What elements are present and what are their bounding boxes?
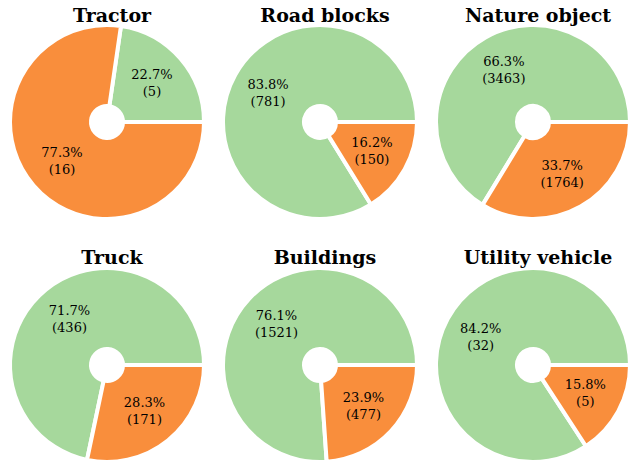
svg-text:(16): (16) — [49, 162, 76, 177]
svg-text:66.3%: 66.3% — [483, 54, 524, 69]
svg-text:15.8%: 15.8% — [565, 377, 606, 392]
svg-text:(1521): (1521) — [255, 325, 298, 340]
svg-text:Buildings: Buildings — [274, 246, 377, 268]
svg-text:23.9%: 23.9% — [343, 390, 384, 405]
svg-text:28.3%: 28.3% — [124, 395, 165, 410]
svg-text:(150): (150) — [354, 152, 389, 167]
svg-text:83.8%: 83.8% — [247, 77, 288, 92]
svg-text:(781): (781) — [251, 94, 286, 109]
svg-text:(1764): (1764) — [541, 175, 584, 190]
svg-text:Truck: Truck — [81, 246, 143, 268]
svg-text:71.7%: 71.7% — [49, 303, 90, 318]
svg-text:(5): (5) — [576, 394, 594, 409]
svg-text:77.3%: 77.3% — [41, 145, 82, 160]
svg-text:(477): (477) — [346, 407, 381, 422]
svg-text:Road blocks: Road blocks — [260, 4, 389, 26]
svg-text:(32): (32) — [467, 338, 494, 353]
svg-text:(171): (171) — [127, 412, 162, 427]
svg-text:Tractor: Tractor — [73, 4, 152, 26]
svg-text:84.2%: 84.2% — [460, 321, 501, 336]
svg-text:(436): (436) — [52, 320, 87, 335]
svg-text:76.1%: 76.1% — [256, 308, 297, 323]
svg-text:22.7%: 22.7% — [131, 67, 172, 82]
svg-text:Utility vehicle: Utility vehicle — [464, 246, 612, 268]
svg-text:(5): (5) — [143, 84, 161, 99]
svg-text:Nature object: Nature object — [465, 4, 611, 26]
svg-text:33.7%: 33.7% — [541, 158, 582, 173]
svg-text:16.2%: 16.2% — [351, 135, 392, 150]
svg-text:(3463): (3463) — [482, 71, 525, 86]
